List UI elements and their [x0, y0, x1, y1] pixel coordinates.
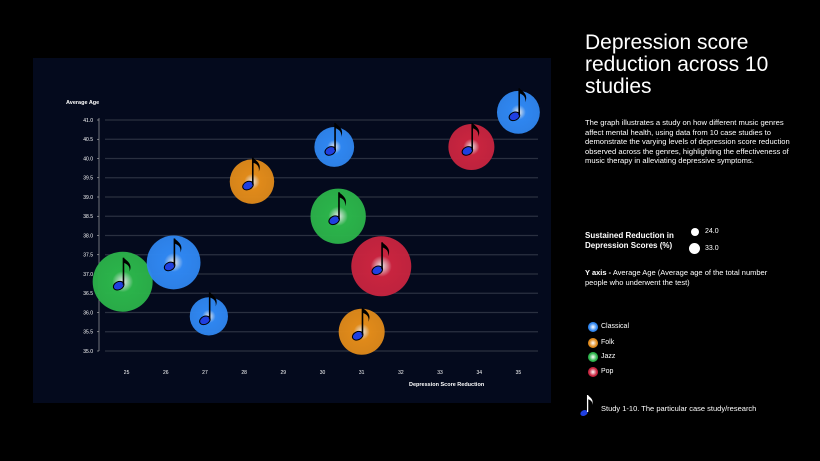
axis-layer: 35.0 35.5 36.0 36.5 37.0 37.5 38.0 38.5 39.0 39.5… — [83, 118, 521, 376]
data-point-study-6[interactable] — [310, 188, 366, 244]
size-legend-small-label: 24.0 — [705, 228, 719, 235]
size-legend-large-label: 33.0 — [705, 245, 719, 252]
note-flag — [472, 122, 480, 137]
size-legend-small-dot — [691, 228, 699, 236]
x-tick-label: 34 — [476, 370, 482, 376]
size-legend-large-dot — [689, 243, 700, 254]
data-point-study-3[interactable] — [189, 292, 228, 336]
point-layer — [92, 88, 540, 355]
data-point-study-7[interactable] — [338, 307, 385, 355]
note-flag — [252, 157, 260, 172]
y-tick-label: 35.5 — [83, 330, 93, 336]
note-flag — [362, 307, 370, 322]
x-tick-label: 35 — [516, 370, 522, 376]
x-axis-title: Depression Score Reduction — [409, 382, 485, 388]
legend-dot-jazz — [588, 352, 598, 362]
y-tick-label: 35.0 — [83, 349, 93, 355]
y-axis-note-text: Average Age (Average age of the total nu… — [585, 268, 768, 287]
y-tick-label: 37.0 — [83, 272, 93, 278]
data-point-study-4[interactable] — [229, 157, 275, 204]
legend-label-classical: Classical — [601, 323, 630, 330]
note-flag — [174, 238, 182, 253]
x-tick-label: 31 — [359, 370, 365, 376]
legend-dot-folk — [588, 338, 598, 348]
legend-label-pop: Pop — [601, 368, 614, 375]
y-tick-label: 39.5 — [83, 176, 93, 182]
x-tick-label: 32 — [398, 370, 404, 376]
x-tick-label: 29 — [281, 370, 287, 376]
music-note-icon — [579, 395, 593, 417]
note-flag — [519, 88, 527, 103]
study-note: Study 1-10. The particular case study/re… — [578, 392, 818, 418]
y-axis-note-label: Y axis - — [585, 268, 612, 277]
y-tick-label: 41.0 — [83, 118, 93, 124]
page-title: Depression score reduction across 10 stu… — [585, 31, 769, 98]
note-flag — [338, 192, 347, 207]
x-tick-label: 28 — [241, 370, 247, 376]
legend-dot-classical — [588, 322, 598, 332]
y-tick-label: 38.0 — [83, 233, 93, 239]
x-tick-label: 30 — [320, 370, 326, 376]
y-tick-label: 40.5 — [83, 137, 93, 143]
data-point-study-8[interactable] — [351, 236, 412, 297]
y-tick-label: 37.5 — [83, 253, 93, 259]
y-tick-label: 40.0 — [83, 156, 93, 162]
y-tick-label: 36.5 — [83, 291, 93, 297]
data-point-study-1[interactable] — [92, 251, 153, 312]
y-axis-title: Average Age — [66, 100, 99, 106]
legend-label-folk: Folk — [601, 339, 615, 346]
note-flag — [209, 292, 217, 307]
data-point-study-2[interactable] — [146, 235, 201, 290]
x-tick-label: 25 — [124, 370, 130, 376]
chart-panel: 35.0 35.5 36.0 36.5 37.0 37.5 38.0 38.5 39.0 39.5… — [33, 58, 551, 403]
bubble-chart: 35.0 35.5 36.0 36.5 37.0 37.5 38.0 38.5 39.0 39.5… — [66, 88, 540, 388]
y-axis-note: Y axis - Average Age (Average age of the… — [585, 268, 785, 288]
data-point-study-10[interactable] — [496, 88, 540, 134]
data-point-study-5[interactable] — [314, 122, 355, 167]
note-flag — [382, 242, 390, 257]
size-legend-title: Sustained Reduction in Depression Scores… — [585, 231, 674, 250]
legend-dot-pop — [588, 367, 598, 377]
y-tick-label: 39.0 — [83, 195, 93, 201]
study-note-text: Study 1-10. The particular case study/re… — [601, 404, 757, 413]
description: The graph illustrates a study on how dif… — [585, 118, 790, 166]
data-point-study-9[interactable] — [448, 122, 495, 170]
x-tick-label: 33 — [437, 370, 443, 376]
y-tick-label: 36.0 — [83, 310, 93, 316]
note-flag — [335, 122, 343, 137]
x-tick-label: 26 — [163, 370, 169, 376]
note-flag — [123, 257, 131, 272]
x-tick-label: 27 — [202, 370, 208, 376]
y-tick-label: 38.5 — [83, 214, 93, 220]
legend-label-jazz: Jazz — [601, 353, 616, 360]
